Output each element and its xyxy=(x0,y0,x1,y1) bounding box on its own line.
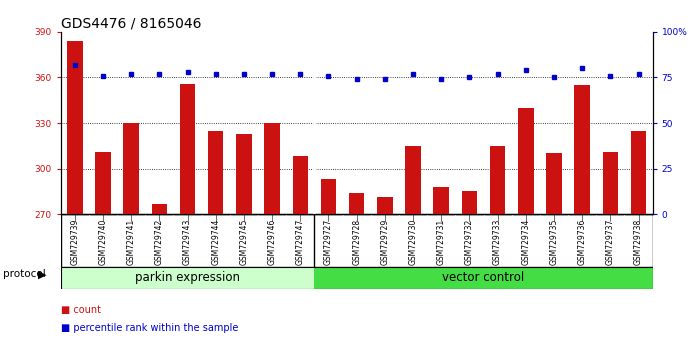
Text: vector control: vector control xyxy=(443,272,525,284)
Text: GSM729729: GSM729729 xyxy=(380,218,389,265)
Text: GSM729735: GSM729735 xyxy=(549,218,558,265)
Bar xyxy=(67,41,82,214)
Text: GSM729743: GSM729743 xyxy=(183,218,192,265)
Bar xyxy=(151,204,167,214)
Bar xyxy=(349,193,364,214)
Text: GSM729728: GSM729728 xyxy=(352,218,361,264)
Text: GSM729739: GSM729739 xyxy=(70,218,80,265)
Text: ▶: ▶ xyxy=(38,269,47,279)
Text: GSM729737: GSM729737 xyxy=(606,218,615,265)
Bar xyxy=(490,146,505,214)
Bar xyxy=(631,131,646,214)
Text: GSM729727: GSM729727 xyxy=(324,218,333,265)
Bar xyxy=(574,85,590,214)
Text: GSM729734: GSM729734 xyxy=(521,218,530,265)
Text: GSM729731: GSM729731 xyxy=(437,218,446,265)
Bar xyxy=(461,192,477,214)
Text: GSM729746: GSM729746 xyxy=(267,218,276,265)
Bar xyxy=(208,131,223,214)
Bar xyxy=(602,152,618,214)
Bar xyxy=(377,198,392,214)
Text: GSM729745: GSM729745 xyxy=(239,218,248,265)
Text: GSM729736: GSM729736 xyxy=(578,218,586,265)
Text: protocol: protocol xyxy=(3,269,46,279)
Bar xyxy=(321,179,336,214)
Bar xyxy=(180,84,195,214)
Text: GSM729733: GSM729733 xyxy=(493,218,502,265)
Bar xyxy=(124,123,139,214)
Text: parkin expression: parkin expression xyxy=(135,272,240,284)
Bar xyxy=(433,187,449,214)
Text: GDS4476 / 8165046: GDS4476 / 8165046 xyxy=(61,17,201,31)
Bar xyxy=(61,267,314,289)
Text: GSM729730: GSM729730 xyxy=(408,218,417,265)
Text: GSM729747: GSM729747 xyxy=(296,218,305,265)
Bar xyxy=(547,153,562,214)
Text: GSM729741: GSM729741 xyxy=(127,218,135,265)
Bar xyxy=(406,146,421,214)
Text: ■ percentile rank within the sample: ■ percentile rank within the sample xyxy=(61,323,238,333)
Bar xyxy=(292,156,308,214)
Bar xyxy=(314,267,667,289)
Text: GSM729742: GSM729742 xyxy=(155,218,164,265)
Bar xyxy=(265,123,280,214)
Text: GSM729740: GSM729740 xyxy=(98,218,107,265)
Text: GSM729738: GSM729738 xyxy=(634,218,643,265)
Text: GSM729732: GSM729732 xyxy=(465,218,474,265)
Text: ■ count: ■ count xyxy=(61,305,101,315)
Bar xyxy=(518,108,533,214)
Bar xyxy=(95,152,111,214)
Bar xyxy=(236,134,252,214)
Text: GSM729744: GSM729744 xyxy=(211,218,221,265)
